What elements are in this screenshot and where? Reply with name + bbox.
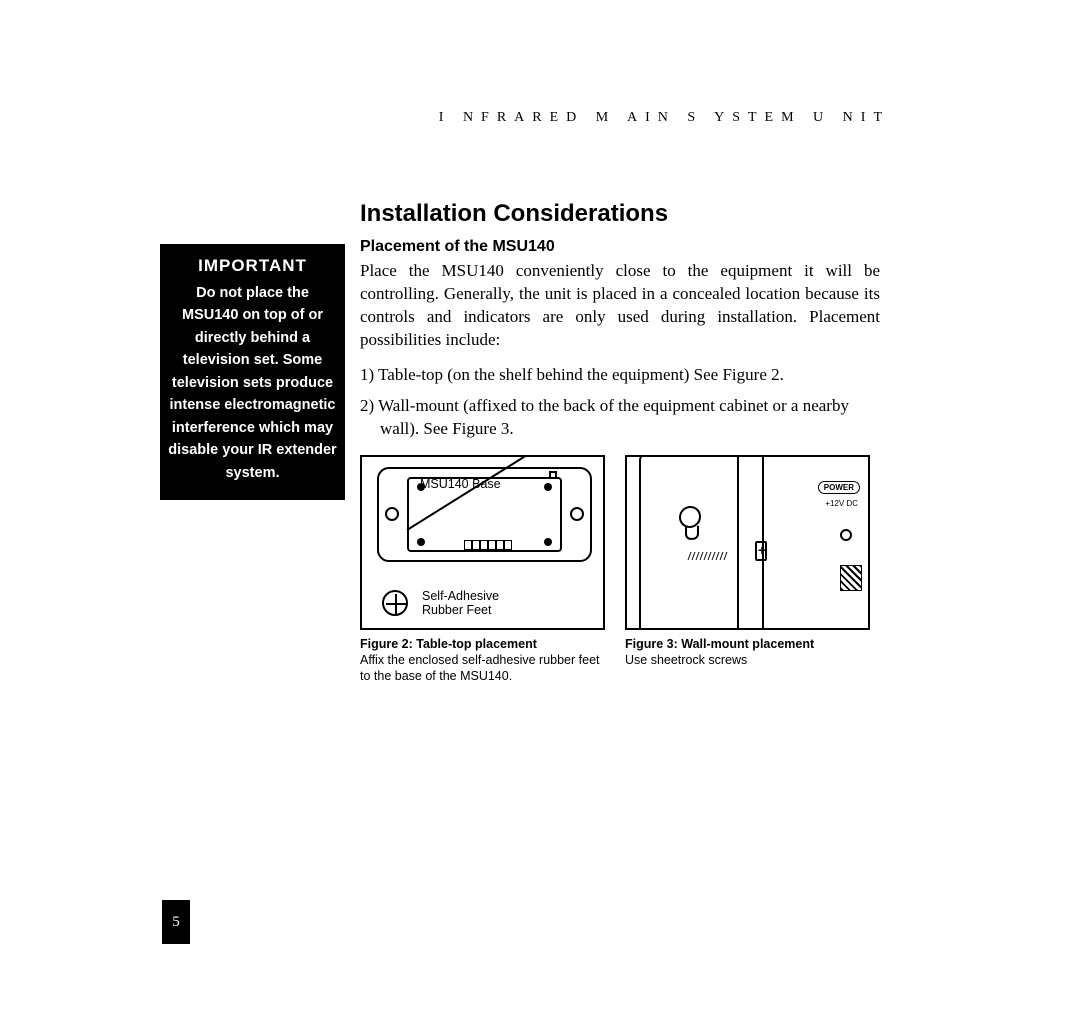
header-text: I NFRARED M AIN S YSTEM U NIT bbox=[439, 110, 890, 125]
screw-shaft-icon bbox=[689, 547, 759, 555]
figure-3: POWER +12V DC Figure 3: Wall-mount place… bbox=[625, 455, 870, 685]
list-item: 2) Wall-mount (affixed to the back of th… bbox=[360, 395, 880, 441]
sidebar: IMPORTANT Do not place the MSU140 on top… bbox=[160, 200, 345, 500]
list-item: 1) Table-top (on the shelf behind the eq… bbox=[360, 364, 880, 387]
main-column: Installation Considerations Placement of… bbox=[360, 200, 880, 684]
mount-hole-icon bbox=[570, 507, 584, 521]
page: I NFRARED M AIN S YSTEM U NIT IMPORTANT … bbox=[0, 0, 1080, 1024]
figures-row: MSU140 Base Self-Adhesive Rubber Feet Fi… bbox=[360, 455, 880, 685]
subsection-heading: Placement of the MSU140 bbox=[360, 238, 880, 256]
caption-body: Affix the enclosed self-adhesive rubber … bbox=[360, 653, 600, 683]
caption-title: Figure 2: Table-top placement bbox=[360, 637, 537, 651]
important-callout: IMPORTANT Do not place the MSU140 on top… bbox=[160, 244, 345, 500]
figure-2-foot-label: Self-Adhesive Rubber Feet bbox=[422, 589, 499, 618]
body-paragraph: Place the MSU140 conveniently close to t… bbox=[360, 260, 880, 352]
important-title: IMPORTANT bbox=[168, 256, 337, 276]
wall-panel-icon bbox=[639, 455, 739, 630]
voltage-label: +12V DC bbox=[825, 499, 858, 508]
hatch-icon bbox=[840, 565, 862, 591]
placement-list: 1) Table-top (on the shelf behind the eq… bbox=[360, 364, 880, 441]
power-label: POWER bbox=[818, 481, 860, 494]
running-header: I NFRARED M AIN S YSTEM U NIT bbox=[160, 110, 890, 126]
power-port-icon bbox=[840, 529, 852, 541]
important-text: Do not place the MSU140 on top of or dir… bbox=[168, 282, 337, 484]
figure-3-caption: Figure 3: Wall-mount placement Use sheet… bbox=[625, 636, 870, 669]
figure-2-diagram: MSU140 Base Self-Adhesive Rubber Feet bbox=[360, 455, 605, 630]
mount-hole-icon bbox=[385, 507, 399, 521]
connector-icon bbox=[464, 540, 512, 550]
section-heading: Installation Considerations bbox=[360, 200, 880, 228]
caption-body: Use sheetrock screws bbox=[625, 653, 747, 667]
content-area: IMPORTANT Do not place the MSU140 on top… bbox=[160, 200, 880, 684]
page-number: 5 bbox=[162, 900, 190, 944]
corner-marker-icon bbox=[549, 471, 557, 479]
figure-2: MSU140 Base Self-Adhesive Rubber Feet Fi… bbox=[360, 455, 605, 685]
label-line: Self-Adhesive bbox=[422, 589, 499, 603]
figure-2-caption: Figure 2: Table-top placement Affix the … bbox=[360, 636, 605, 685]
keyhole-icon bbox=[679, 505, 701, 528]
rubber-foot-icon bbox=[382, 590, 408, 616]
figure-3-diagram: POWER +12V DC bbox=[625, 455, 870, 630]
caption-title: Figure 3: Wall-mount placement bbox=[625, 637, 814, 651]
label-line: Rubber Feet bbox=[422, 603, 491, 617]
